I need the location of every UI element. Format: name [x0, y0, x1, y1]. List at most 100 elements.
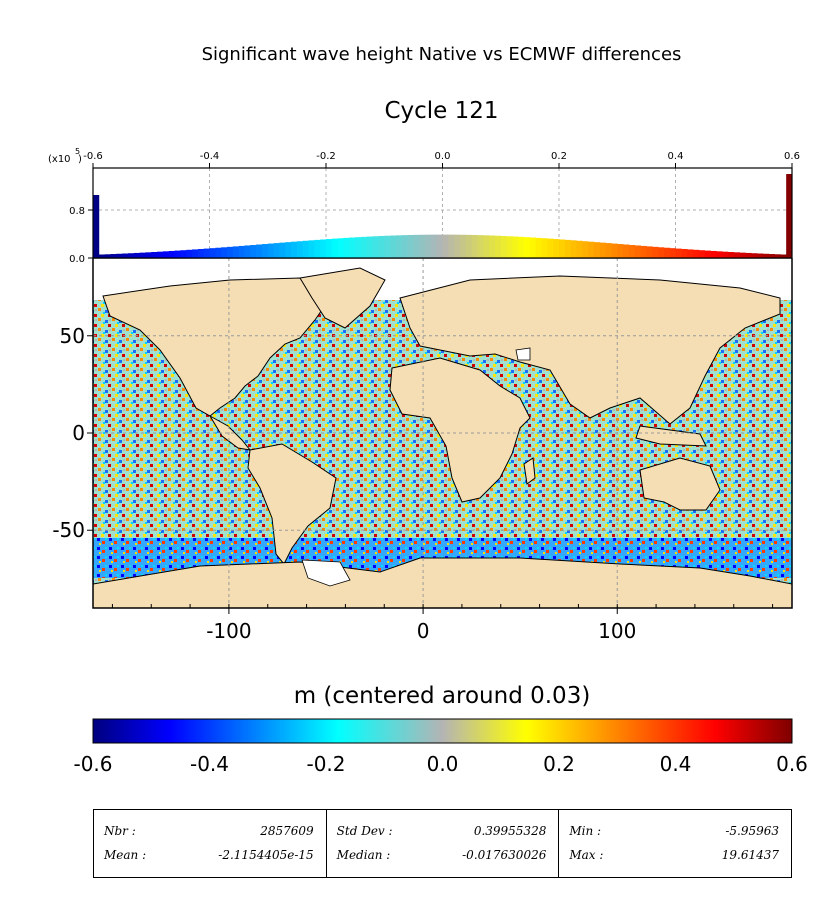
map-ytick-label: 50 [60, 324, 85, 348]
histogram-bar [151, 252, 158, 258]
histogram-xtick-label: 0.6 [784, 151, 800, 162]
histogram-bar [186, 249, 193, 258]
histogram-bar [122, 253, 129, 258]
stat-label: Nbr : [104, 824, 136, 838]
colorbar-gradient [92, 718, 793, 744]
histogram-bar [390, 235, 397, 258]
histogram-bar [116, 253, 123, 258]
histogram-bar [192, 249, 199, 258]
histogram-bar [145, 252, 152, 258]
histogram-scale-exponent: 5 [75, 147, 80, 156]
histogram-bar [494, 235, 502, 258]
histogram-bar [483, 235, 490, 258]
histogram-bar [407, 234, 414, 258]
histogram-bar [180, 250, 187, 258]
histogram-bar [331, 238, 339, 258]
land-greenland [299, 267, 386, 329]
histogram-bar [355, 237, 362, 258]
histogram-ytick-label: 0.0 [69, 254, 85, 265]
histogram-bar [669, 248, 676, 258]
colorbar-tick-label: -0.2 [306, 752, 345, 776]
histogram-bar [279, 242, 286, 258]
stat-label: Median : [336, 848, 391, 862]
histogram-bar [681, 249, 688, 258]
histogram-bar [675, 248, 682, 258]
histogram-bar [384, 235, 391, 258]
histogram-bar [314, 239, 321, 258]
histogram-bar [524, 237, 531, 258]
histogram-bar [570, 240, 577, 258]
histogram-bar [698, 250, 706, 258]
histogram-bar [419, 234, 426, 258]
histogram-bar [93, 195, 100, 258]
land-australia [639, 457, 721, 511]
histogram-bar [518, 236, 525, 258]
histogram-bar [559, 239, 566, 258]
histogram-bar [663, 247, 671, 258]
histogram-bar [786, 174, 793, 258]
histogram-bar [360, 236, 368, 258]
map-xtick-label: 0 [417, 619, 430, 643]
histogram-bar [203, 248, 210, 258]
histogram-bar [692, 249, 700, 258]
figure-title: Significant wave height Native vs ECMWF … [201, 44, 682, 65]
histogram-bar [139, 252, 146, 258]
histogram-bar [454, 234, 461, 258]
histogram-bar [722, 251, 729, 258]
histogram-bar [634, 245, 641, 258]
histogram-bar [780, 254, 787, 258]
histogram-ytick-label: 0.8 [69, 206, 85, 217]
histogram-bar [512, 236, 519, 258]
colorbar-tick-label: -0.6 [73, 752, 112, 776]
histogram-bar [285, 242, 292, 258]
histogram-bar [716, 251, 723, 258]
histogram-bar [582, 241, 589, 258]
histogram-bar [215, 247, 222, 258]
histogram-bar [599, 242, 606, 258]
histogram-bar [413, 234, 420, 258]
histogram-bar [529, 237, 537, 258]
histogram-bar [588, 241, 595, 258]
map-ytick-label: 0 [72, 421, 85, 445]
map-xtick-label: 100 [598, 619, 636, 643]
colorbar-tick-label: 0.2 [543, 752, 575, 776]
histogram-bar [687, 249, 694, 258]
histogram-bar [110, 254, 117, 258]
stat-value: 0.39955328 [473, 824, 547, 838]
stat-value: 19.61437 [721, 848, 780, 862]
histogram-bar [98, 254, 106, 258]
land-madagascar [523, 457, 536, 485]
histogram-bar [541, 238, 548, 258]
histogram-bar [337, 238, 344, 258]
histogram-bar [238, 245, 245, 258]
histogram-bar [506, 236, 513, 258]
chart-title: Cycle 121 [384, 98, 499, 124]
colorbar-tick-label: 0.0 [427, 752, 459, 776]
histogram-chart: -0.6 -0.4 -0.2 0.0 0.2 0.4 0.6 0.0 0.8 (x10 5 ) [48, 147, 800, 265]
stat-label: Max : [569, 848, 604, 862]
histogram-bar [157, 251, 164, 258]
colorbar-label: m (centered around 0.03) [293, 683, 591, 709]
histogram-bar [133, 252, 140, 258]
histogram-xtick-label: -0.6 [83, 151, 103, 162]
histogram-bar [489, 235, 496, 258]
histogram-bar [477, 235, 484, 258]
map-xtick-label: -100 [206, 619, 251, 643]
histogram-scale-label: (x10 [48, 154, 71, 165]
land-eurasia [399, 275, 781, 425]
histogram-bar [425, 234, 432, 258]
histogram-bar [349, 237, 356, 258]
histogram-bar [611, 243, 618, 258]
histogram-xtick-label: -0.2 [316, 151, 336, 162]
histogram-bar [320, 239, 327, 258]
histogram-bar [366, 236, 373, 258]
histogram-bar [273, 243, 280, 258]
histogram-bar [593, 242, 601, 258]
histogram-bar [104, 254, 111, 258]
histogram-bar [302, 240, 309, 258]
histogram-bar [617, 244, 624, 258]
histogram-bar [267, 243, 274, 258]
colorbar-tick-label: 0.6 [776, 752, 808, 776]
histogram-bar [605, 243, 612, 258]
histogram-bar [500, 235, 507, 258]
